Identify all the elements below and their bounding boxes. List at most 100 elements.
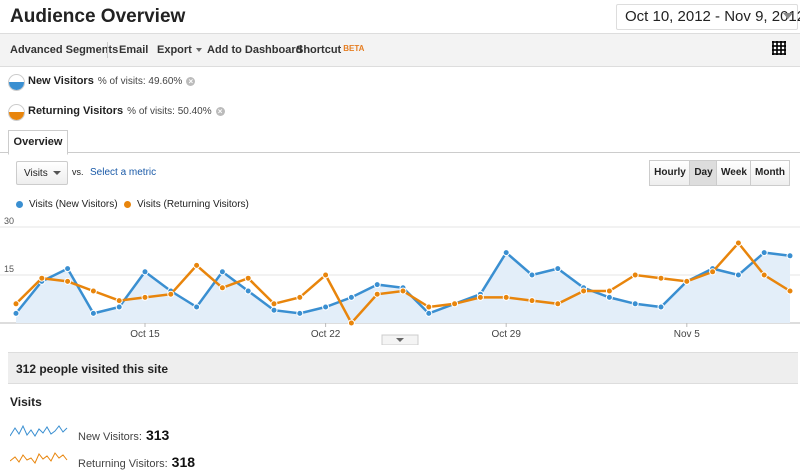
week-button[interactable]: Week — [716, 160, 752, 186]
vs-label: vs. — [72, 167, 84, 177]
beta-badge: BETA — [343, 44, 365, 53]
chevron-down-icon — [53, 171, 61, 175]
y-tick-label: 30 — [4, 216, 14, 226]
export-button[interactable]: Export — [157, 44, 202, 56]
data-point — [709, 268, 717, 276]
segment-label: Returning Visitors% of visits: 50.40% × — [28, 105, 225, 117]
new-visitors-sparkline-icon — [10, 424, 68, 437]
data-point — [218, 284, 226, 292]
legend-dot-icon — [124, 200, 131, 208]
data-point — [193, 303, 201, 311]
data-point — [786, 287, 794, 295]
metric-select[interactable]: Visits — [16, 161, 68, 185]
tab-overview[interactable]: Overview — [8, 130, 68, 155]
export-label: Export — [157, 44, 192, 56]
visits-heading: Visits — [10, 395, 42, 409]
segment-color-icon — [8, 74, 25, 91]
shortcut-button[interactable]: Shortcut BETA — [296, 44, 364, 56]
data-point — [218, 268, 226, 276]
toolbar-divider — [107, 42, 108, 58]
chevron-down-icon — [396, 338, 404, 342]
data-point — [244, 274, 252, 282]
data-point — [425, 303, 433, 311]
data-point — [657, 303, 665, 311]
data-point — [580, 287, 588, 295]
legend-new-visitors: Visits (New Visitors) — [16, 199, 118, 210]
data-point — [64, 265, 72, 273]
data-point — [373, 281, 381, 289]
data-point — [605, 287, 613, 295]
day-button[interactable]: Day — [689, 160, 718, 186]
data-point — [347, 319, 355, 327]
data-point — [296, 293, 304, 301]
data-point — [631, 300, 639, 308]
data-point — [605, 293, 613, 301]
remove-segment-icon[interactable]: × — [186, 76, 196, 86]
month-button[interactable]: Month — [750, 160, 790, 186]
data-point — [373, 290, 381, 298]
data-point — [12, 300, 20, 308]
metric-select-value: Visits — [24, 168, 48, 179]
data-point — [451, 300, 459, 308]
data-point — [115, 297, 123, 305]
data-point — [631, 271, 639, 279]
visits-line-chart: 30 15 Oct 15 Oct 22 Oct 29 Nov 5 — [0, 216, 800, 345]
data-point — [683, 277, 691, 285]
data-point — [554, 265, 562, 273]
data-point — [89, 287, 97, 295]
chevron-down-icon — [195, 48, 202, 53]
data-point — [38, 274, 46, 282]
segment-percent: % of visits: 50.40% — [127, 106, 212, 117]
x-tick-label: Oct 22 — [311, 329, 341, 340]
data-point — [734, 239, 742, 247]
data-point — [244, 287, 252, 295]
date-range-picker[interactable]: Oct 10, 2012 - Nov 9, 2012 — [616, 4, 800, 30]
hourly-button[interactable]: Hourly — [649, 160, 691, 186]
data-point — [89, 309, 97, 317]
email-button[interactable]: Email — [119, 44, 149, 56]
add-to-dashboard-button[interactable]: Add to Dashboard — [207, 44, 303, 56]
data-point — [193, 261, 201, 269]
segment-label: New Visitors% of visits: 49.60% × — [28, 75, 196, 87]
data-point — [657, 274, 665, 282]
data-point — [322, 271, 330, 279]
date-range-text: Oct 10, 2012 - Nov 9, 2012 — [625, 8, 800, 25]
data-point — [141, 293, 149, 301]
x-tick-label: Oct 29 — [491, 329, 521, 340]
data-point — [322, 303, 330, 311]
select-metric-link[interactable]: Select a metric — [90, 167, 157, 178]
summary-bar: 312 people visited this site — [8, 352, 798, 384]
data-point — [12, 309, 20, 317]
data-point — [502, 249, 510, 257]
data-point — [296, 309, 304, 317]
data-point — [786, 252, 794, 260]
header: Audience Overview Oct 10, 2012 - Nov 9, … — [0, 0, 800, 33]
data-point — [528, 297, 536, 305]
data-point — [476, 293, 484, 301]
data-point — [760, 271, 768, 279]
legend-returning-visitors: Visits (Returning Visitors) — [124, 199, 249, 210]
data-point — [554, 300, 562, 308]
toolbar: Advanced Segments Email Export Add to Da… — [0, 33, 800, 67]
data-point — [347, 293, 355, 301]
qr-code-icon[interactable] — [772, 41, 786, 55]
data-point — [502, 293, 510, 301]
data-point — [425, 309, 433, 317]
data-point — [270, 300, 278, 308]
returning-visitors-stat: Returning Visitors: 318 — [78, 454, 196, 470]
segment-percent: % of visits: 49.60% — [97, 76, 183, 87]
data-point — [270, 306, 278, 314]
x-tick-label: Nov 5 — [674, 329, 701, 340]
page-title: Audience Overview — [10, 6, 186, 27]
data-point — [760, 249, 768, 257]
advanced-segments-button[interactable]: Advanced Segments — [10, 44, 119, 56]
data-point — [141, 268, 149, 276]
remove-segment-icon[interactable]: × — [215, 106, 225, 116]
data-point — [167, 290, 175, 298]
returning-visitors-value: 318 — [171, 454, 196, 470]
chevron-down-icon[interactable] — [783, 13, 793, 19]
x-tick-label: Oct 15 — [130, 329, 160, 340]
new-visitors-value: 313 — [145, 427, 170, 443]
new-visitors-stat: New Visitors: 313 — [78, 427, 170, 443]
data-point — [734, 271, 742, 279]
